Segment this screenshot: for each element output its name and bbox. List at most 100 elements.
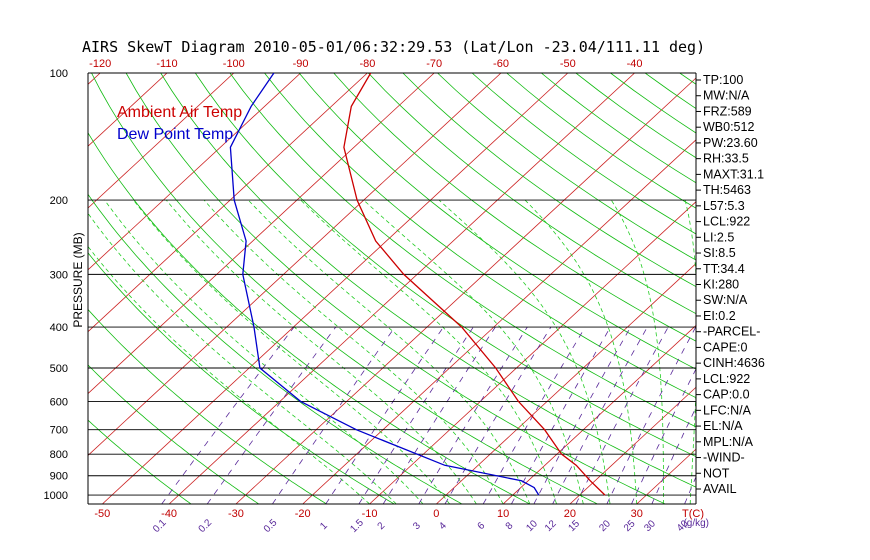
mixing-ratio-label: 30 [642, 518, 658, 534]
pressure-tick-label: 100 [50, 68, 68, 80]
stability-index: -WIND- [703, 451, 745, 465]
moist-adiabat [133, 199, 451, 504]
background-grid [0, 73, 870, 504]
dry-adiabat [818, 73, 870, 504]
dry-adiabat [749, 73, 870, 504]
stability-index: EI:0.2 [703, 309, 736, 323]
mixing-ratio-unit-label: (g/kg) [683, 518, 709, 529]
mixing-ratio-label: 2 [376, 520, 388, 532]
bottom-temp-tick-label: -20 [295, 508, 311, 520]
stability-index: NOT [703, 466, 730, 480]
stability-index: MW:N/A [703, 89, 750, 103]
stability-index: TT:34.4 [703, 262, 745, 276]
moist-adiabat [248, 199, 531, 504]
top-temp-tick-label: -110 [156, 58, 177, 70]
isotherm-line [88, 73, 502, 456]
y-axis-label: PRESSURE (MB) [71, 232, 85, 327]
mixing-ratio-label: 8 [504, 520, 516, 532]
stability-index: FRZ:589 [703, 104, 752, 118]
isotherm-line [569, 386, 696, 504]
stability-index: LCL:922 [703, 372, 750, 386]
mixing-ratio-line [161, 326, 295, 504]
isotherm-line [88, 73, 168, 147]
dry-adiabat [88, 308, 327, 504]
dry-adiabat [88, 193, 463, 504]
mixing-ratio-line [272, 326, 396, 504]
pressure-tick-label: 500 [50, 363, 68, 375]
isotherm-line [770, 73, 870, 504]
stability-index: TP:100 [703, 73, 743, 87]
dry-adiabat [471, 73, 696, 235]
temp-unit-label: T(C) [682, 508, 704, 520]
legend-dew-point-temp: Dew Point Temp [117, 126, 233, 143]
ambient-air-temp-line [343, 73, 606, 496]
stability-index: TH:5463 [703, 183, 751, 197]
bottom-temp-tick-label: -50 [94, 508, 110, 520]
dry-adiabat [88, 419, 192, 504]
stability-index: LCL:922 [703, 215, 750, 229]
stability-index: AVAIL [703, 482, 737, 496]
isotherm-line [436, 263, 696, 504]
mixing-ratio-line [575, 326, 669, 504]
dry-adiabat [402, 73, 696, 288]
mixing-ratio-label: 1 [318, 520, 330, 532]
pressure-tick-label: 400 [50, 322, 68, 334]
dry-adiabat [264, 73, 696, 399]
top-temp-tick-label: -50 [560, 58, 576, 70]
dry-adiabat [160, 73, 696, 488]
isotherm-line [302, 139, 696, 504]
isobar-lines [87, 72, 697, 505]
stability-index: SW:N/A [703, 293, 748, 307]
mixing-ratio-line [482, 326, 586, 504]
bottom-temp-tick-label: -40 [161, 508, 177, 520]
bottom-temp-tick-label: 10 [497, 508, 509, 520]
isotherm-line [102, 73, 569, 504]
stability-index: MPL:N/A [703, 435, 754, 449]
isotherm-line [88, 73, 435, 395]
stability-index: LFC:N/A [703, 403, 752, 417]
bottom-temp-tick-label: -10 [362, 508, 378, 520]
stability-index: CINH:4636 [703, 356, 765, 370]
pressure-tick-label: 800 [50, 449, 68, 461]
moist-adiabat [88, 245, 370, 504]
mixing-ratio-line [606, 326, 696, 504]
stability-index: LI:2.5 [703, 230, 734, 244]
dry-adiabat [229, 73, 696, 428]
mixing-ratio-line [552, 326, 648, 504]
dry-adiabat [437, 73, 696, 261]
moist-adiabat [363, 199, 584, 504]
mixing-ratio-line [533, 326, 631, 504]
isotherm-line [168, 73, 635, 504]
dry-adiabat [853, 73, 870, 504]
pressure-tick-label: 300 [50, 269, 68, 281]
moist-adiabat [88, 212, 397, 504]
top-temp-tick-label: -60 [493, 58, 509, 70]
pressure-tick-label: 1000 [44, 490, 68, 502]
mixing-ratio-label: 15 [566, 518, 582, 534]
isotherm-line [837, 73, 870, 504]
isotherm-line [0, 73, 33, 504]
moist-adiabat [203, 199, 504, 504]
dry-adiabat [368, 73, 696, 315]
mixing-ratio-label: 6 [476, 520, 488, 532]
stability-index: CAP:0.0 [703, 388, 750, 402]
top-temp-tick-label: -80 [359, 58, 375, 70]
pressure-tick-label: 700 [50, 425, 68, 437]
dry-adiabat [506, 73, 696, 209]
moist-adiabat [610, 199, 664, 504]
stability-index: WB0:512 [703, 120, 754, 134]
mixing-ratio-label: 3 [411, 520, 423, 532]
isotherm-line [88, 73, 368, 333]
dry-adiabat [88, 132, 530, 504]
stability-index: SI:8.5 [703, 246, 736, 260]
stability-index: KI:280 [703, 278, 739, 292]
bottom-temp-tick-label: 0 [433, 508, 439, 520]
stability-index: CAPE:0 [703, 340, 748, 354]
moist-adiabat [104, 199, 424, 504]
dry-adiabat [298, 73, 696, 370]
mixing-ratio-label: 12 [543, 518, 559, 534]
dry-adiabat [784, 73, 870, 504]
isotherm-line [88, 73, 235, 209]
mixing-ratio-line [631, 368, 696, 504]
